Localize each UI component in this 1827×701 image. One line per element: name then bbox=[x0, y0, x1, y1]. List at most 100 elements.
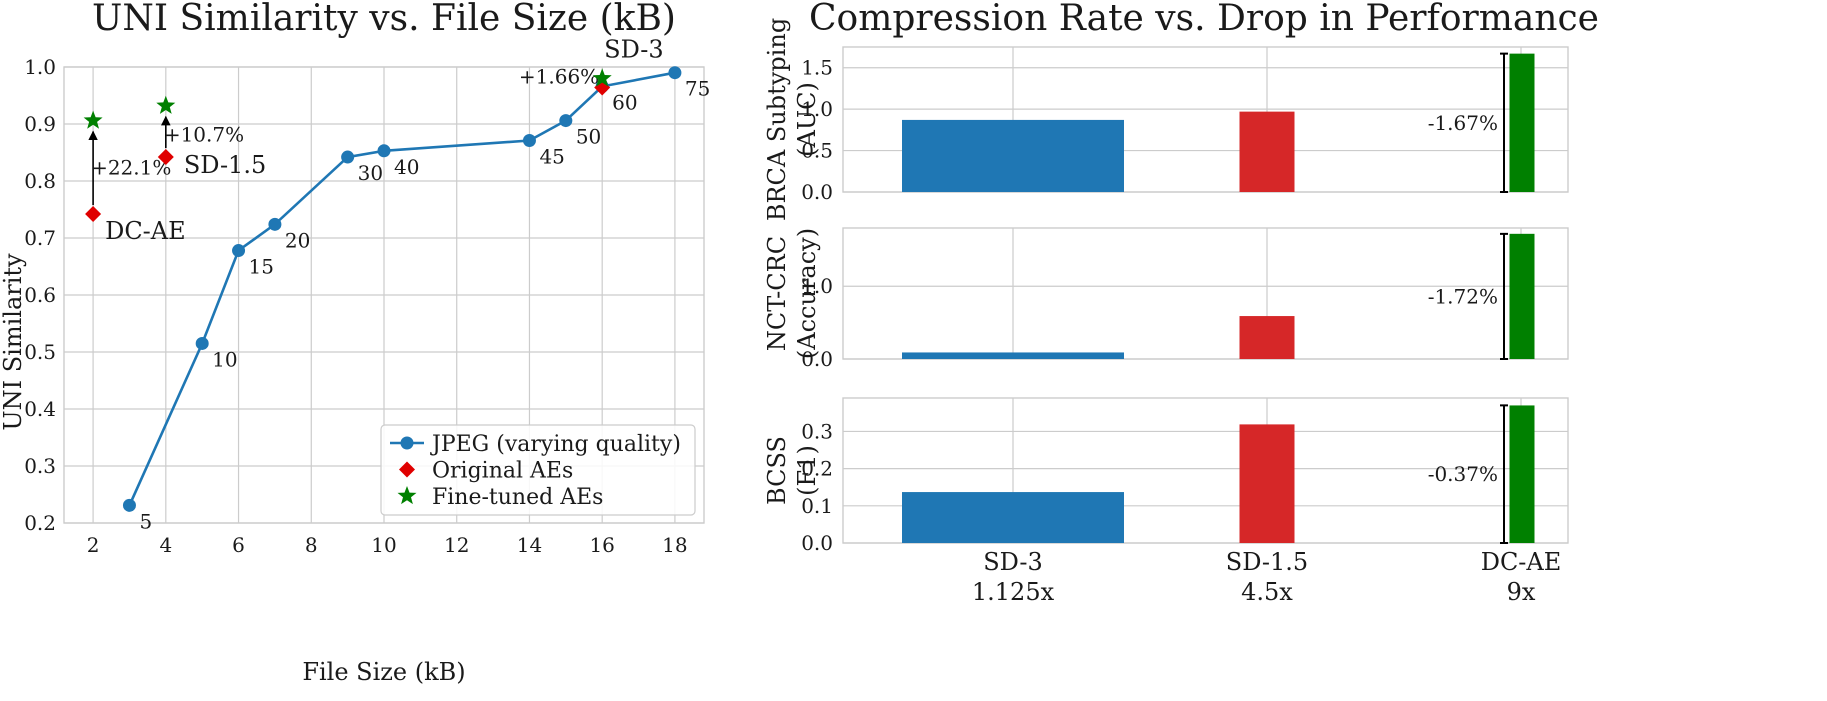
drop-bracket bbox=[1500, 404, 1508, 544]
panel-y-label-line2: (AUC) bbox=[793, 82, 821, 157]
left-annotations: +22.1% +10.7% +1.66% bbox=[88, 64, 607, 206]
improvement-label: +1.66% bbox=[519, 64, 599, 88]
legend: JPEG (varying quality)Original AEsFine-t… bbox=[380, 424, 696, 516]
panel-y-label-line2: (F1) bbox=[793, 445, 821, 496]
right-y-tick-label: 0.5 bbox=[801, 139, 833, 163]
right-chart-title: Compression Rate vs. Drop in Performance bbox=[809, 0, 1599, 39]
jpeg-quality-label: 15 bbox=[249, 255, 274, 279]
legend-entry-label: JPEG (varying quality) bbox=[430, 432, 681, 457]
drop-bracket bbox=[1500, 52, 1508, 193]
left-y-ticks: 0.2 0.3 0.4 0.5 0.6 0.7 0.8 0.9 1.0 bbox=[24, 55, 56, 535]
panel-y-label-line2: (Accuracy) bbox=[793, 228, 821, 359]
left-y-tick-label: 0.6 bbox=[24, 283, 56, 307]
drop-percentage-label: -1.72% bbox=[1428, 284, 1498, 308]
fine-tuned-ae-point bbox=[156, 95, 176, 114]
compression-rate-label: 4.5x bbox=[1241, 578, 1293, 606]
left-x-tick-label: 12 bbox=[444, 533, 469, 557]
jpeg-quality-label: 45 bbox=[539, 145, 564, 169]
jpeg-point bbox=[122, 498, 136, 512]
left-plot-frame bbox=[63, 66, 705, 524]
right-y-tick-label: 0.2 bbox=[801, 457, 833, 481]
fine-tuned-ae-point bbox=[83, 110, 103, 129]
category-label: SD-3 bbox=[983, 548, 1043, 576]
jpeg-point bbox=[268, 217, 282, 231]
left-y-tick-label: 1.0 bbox=[24, 55, 56, 79]
jpeg-quality-label: 10 bbox=[212, 347, 237, 371]
panel-y-label-line1: NCT-CRC bbox=[763, 236, 791, 351]
right-y-tick-label: 1.5 bbox=[801, 56, 833, 80]
metric-panel: 0.0 0.1 0.2 0.3 BCSS (F1) -0.37% bbox=[763, 397, 1569, 555]
jpeg-point bbox=[522, 134, 536, 148]
left-x-tick-label: 10 bbox=[371, 533, 396, 557]
jpeg-point bbox=[559, 114, 573, 128]
category-label: SD-1.5 bbox=[1226, 548, 1308, 576]
legend-box bbox=[380, 424, 696, 516]
right-y-tick-label: 0.0 bbox=[801, 531, 833, 555]
original-ae-point bbox=[157, 149, 174, 166]
category-label: DC-AE bbox=[1481, 548, 1562, 576]
bar-sd-3 bbox=[902, 119, 1124, 192]
right-y-tick-label: 0.3 bbox=[801, 419, 833, 443]
bar-sd-3 bbox=[902, 352, 1124, 359]
left-y-tick-label: 0.7 bbox=[24, 226, 56, 250]
improvement-label: +10.7% bbox=[164, 122, 244, 146]
legend-marker-swatch bbox=[399, 461, 415, 478]
jpeg-quality-label: 60 bbox=[612, 90, 637, 114]
bar-sd-1-5 bbox=[1239, 111, 1295, 192]
left-chart-title: UNI Similarity vs. File Size (kB) bbox=[92, 0, 676, 39]
jpeg-point bbox=[195, 336, 209, 350]
jpeg-point bbox=[341, 150, 355, 164]
left-y-axis-label: UNI Similarity bbox=[0, 253, 27, 431]
left-x-tick-label: 6 bbox=[232, 533, 245, 557]
ae-name-label: DC-AE bbox=[105, 217, 186, 245]
metric-panel: 0.0 1.0 NCT-CRC (Accuracy) -1.72% bbox=[763, 227, 1569, 371]
legend-entry-label: Fine-tuned AEs bbox=[432, 485, 603, 510]
left-x-ticks: 2 4 6 8 10 12 14 16 18 bbox=[87, 533, 688, 557]
jpeg-quality-label: 50 bbox=[576, 125, 601, 149]
jpeg-point bbox=[377, 144, 391, 158]
ae-name-label: SD-1.5 bbox=[184, 151, 266, 179]
left-x-tick-label: 18 bbox=[662, 533, 687, 557]
left-series: 5 10 15 20 30 40 45 50 60 75 DC-AE SD-1.5 SD-3 bbox=[83, 36, 710, 533]
panel-border bbox=[842, 227, 1569, 360]
bar-sd-1-5 bbox=[1239, 424, 1295, 543]
left-y-tick-label: 0.4 bbox=[24, 397, 56, 421]
right-y-tick-label: 1.0 bbox=[801, 97, 833, 121]
legend-marker-swatch bbox=[400, 436, 414, 450]
uni-similarity-chart: UNI Similarity vs. File Size (kB) 2 4 6 8 10… bbox=[0, 0, 710, 686]
right-y-tick-label: 1.0 bbox=[801, 274, 833, 298]
bar-sd-3 bbox=[902, 492, 1124, 543]
left-x-tick-label: 14 bbox=[517, 533, 542, 557]
jpeg-quality-label: 75 bbox=[685, 77, 710, 101]
left-y-tick-label: 0.3 bbox=[24, 454, 56, 478]
left-y-tick-label: 0.5 bbox=[24, 340, 56, 364]
panel-y-label-line1: BCSS bbox=[763, 436, 791, 505]
improvement-label: +22.1% bbox=[91, 155, 171, 179]
left-x-tick-label: 8 bbox=[305, 533, 318, 557]
metric-panel: 0.0 0.5 1.0 1.5 BRCA Subtyping (AUC) -1.67% bbox=[763, 18, 1569, 221]
left-x-tick-label: 16 bbox=[589, 533, 614, 557]
compression-rate-chart: Compression Rate vs. Drop in Performance… bbox=[763, 0, 1599, 606]
panel-border bbox=[842, 46, 1569, 193]
drop-percentage-label: -0.37% bbox=[1428, 462, 1498, 486]
jpeg-quality-label: 20 bbox=[285, 228, 310, 252]
legend-entry-label: Original AEs bbox=[432, 459, 573, 484]
left-y-tick-label: 0.9 bbox=[24, 112, 56, 136]
right-y-tick-label: 0.1 bbox=[801, 494, 833, 518]
left-y-tick-label: 0.8 bbox=[24, 169, 56, 193]
panel-y-label-line1: BRCA Subtyping bbox=[763, 18, 791, 221]
ae-name-label: SD-3 bbox=[604, 36, 664, 64]
jpeg-quality-label: 40 bbox=[394, 155, 419, 179]
legend-marker-swatch bbox=[397, 486, 417, 505]
right-y-tick-label: 0.0 bbox=[801, 180, 833, 204]
drop-bracket bbox=[1500, 232, 1508, 360]
bar-dc-ae bbox=[1509, 405, 1535, 543]
left-x-tick-label: 2 bbox=[87, 533, 100, 557]
left-y-tick-label: 0.2 bbox=[24, 511, 56, 535]
left-plot-border bbox=[63, 66, 705, 524]
drop-percentage-label: -1.67% bbox=[1428, 111, 1498, 135]
original-ae-point bbox=[85, 206, 102, 223]
